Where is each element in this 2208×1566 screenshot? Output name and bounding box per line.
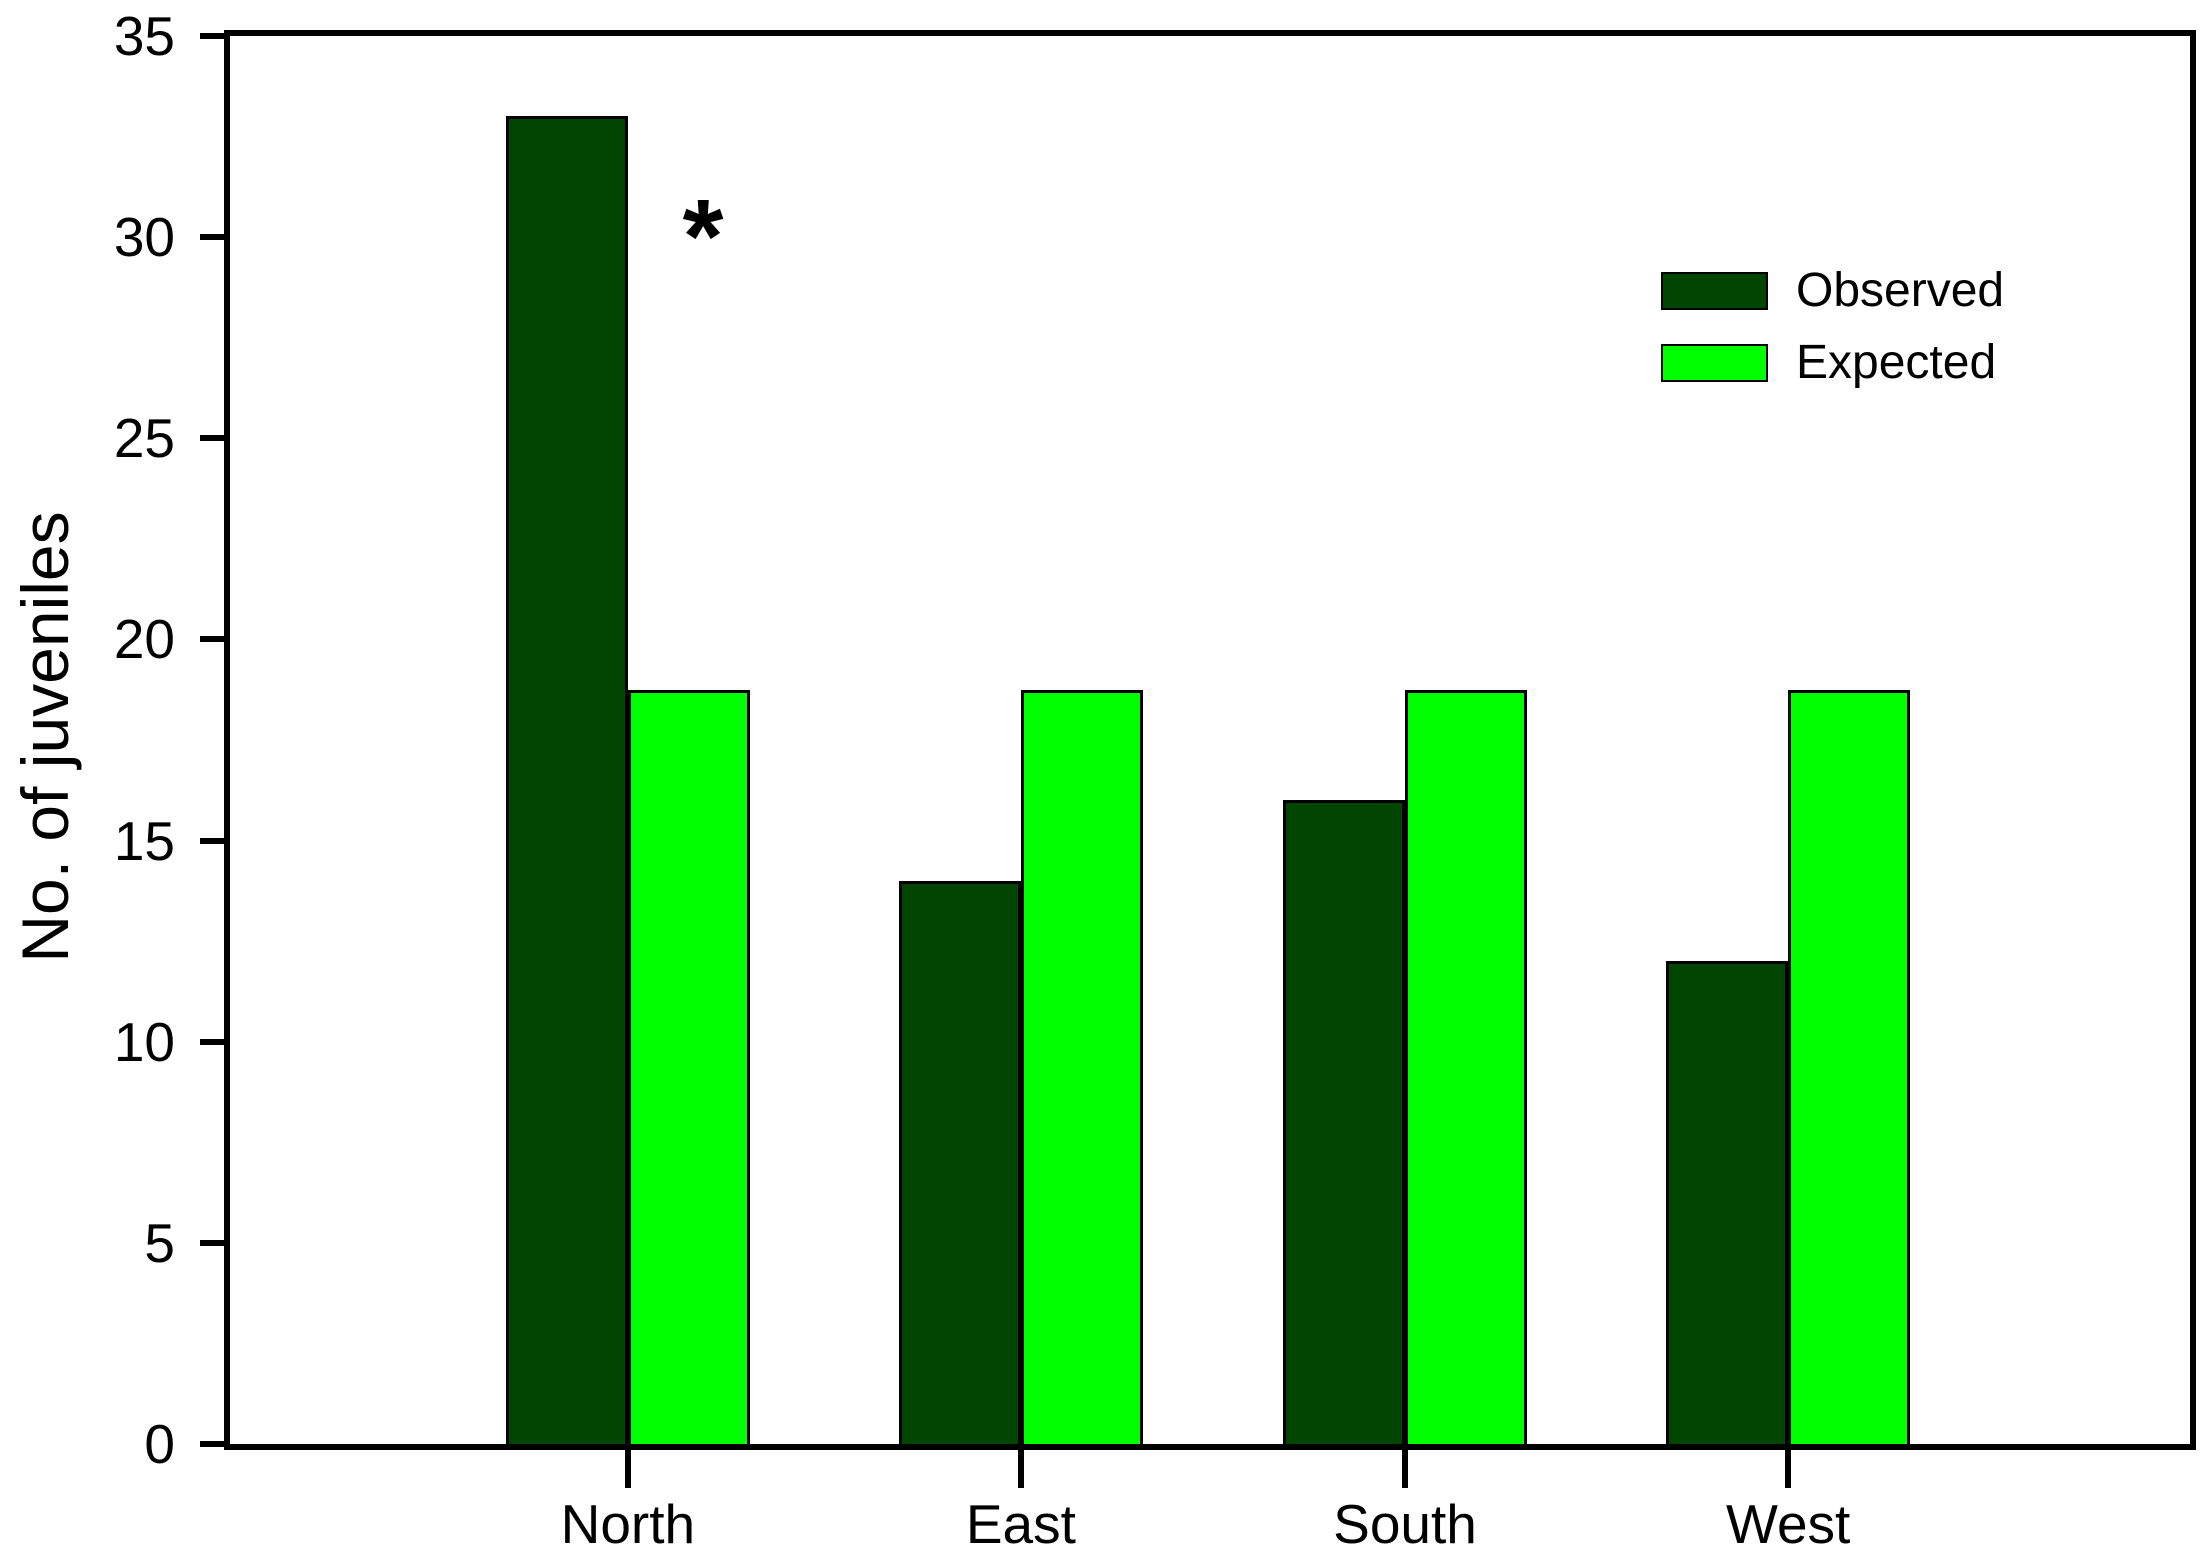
y-tick-label-5: 5	[144, 1211, 175, 1274]
bar-observed-east	[898, 880, 1021, 1444]
legend-swatch-expected	[1661, 344, 1768, 382]
x-category-label-south: South	[1333, 1493, 1477, 1555]
y-tick-15	[200, 837, 224, 844]
bar-expected-east	[1020, 689, 1143, 1444]
legend: Observed Expected	[1661, 264, 2005, 412]
y-tick-label-15: 15	[113, 809, 175, 872]
x-tick-north	[624, 1444, 631, 1488]
bar-observed-north	[505, 116, 628, 1444]
x-tick-south	[1402, 1444, 1409, 1488]
legend-label-observed: Observed	[1796, 264, 2005, 317]
y-tick-25	[200, 435, 224, 442]
y-tick-30	[200, 234, 224, 241]
y-tick-label-35: 35	[113, 5, 175, 67]
x-category-label-north: North	[560, 1493, 696, 1555]
y-tick-label-0: 0	[144, 1413, 175, 1475]
y-axis-title: No. of juveniles	[8, 511, 82, 963]
y-tick-10	[200, 1038, 224, 1045]
bar-expected-north	[627, 689, 750, 1444]
x-tick-west	[1785, 1444, 1792, 1488]
x-category-label-west: West	[1726, 1493, 1851, 1555]
plot-area: * 0 5 10 15 20 25 30 35 North East South West Observ…	[114, 5, 2196, 1554]
y-tick-label-25: 25	[113, 407, 175, 470]
legend-item-observed: Observed	[1661, 264, 2005, 317]
y-tick-0	[200, 1441, 224, 1447]
bar-observed-west	[1666, 961, 1789, 1444]
y-tick-20	[200, 636, 224, 643]
y-tick-label-30: 30	[113, 206, 175, 269]
y-tick-35	[200, 33, 224, 39]
significance-asterisk: *	[682, 178, 724, 295]
x-category-label-east: East	[965, 1493, 1076, 1555]
bar-expected-south	[1405, 689, 1528, 1444]
y-tick-5	[200, 1239, 224, 1246]
y-tick-label-10: 10	[113, 1010, 175, 1073]
bar-observed-south	[1283, 800, 1406, 1444]
legend-swatch-observed	[1661, 272, 1768, 310]
y-tick-label-20: 20	[113, 608, 175, 671]
legend-item-expected: Expected	[1661, 336, 2004, 389]
bar-expected-west	[1788, 689, 1911, 1444]
legend-label-expected: Expected	[1796, 336, 1997, 389]
x-tick-east	[1017, 1444, 1024, 1488]
